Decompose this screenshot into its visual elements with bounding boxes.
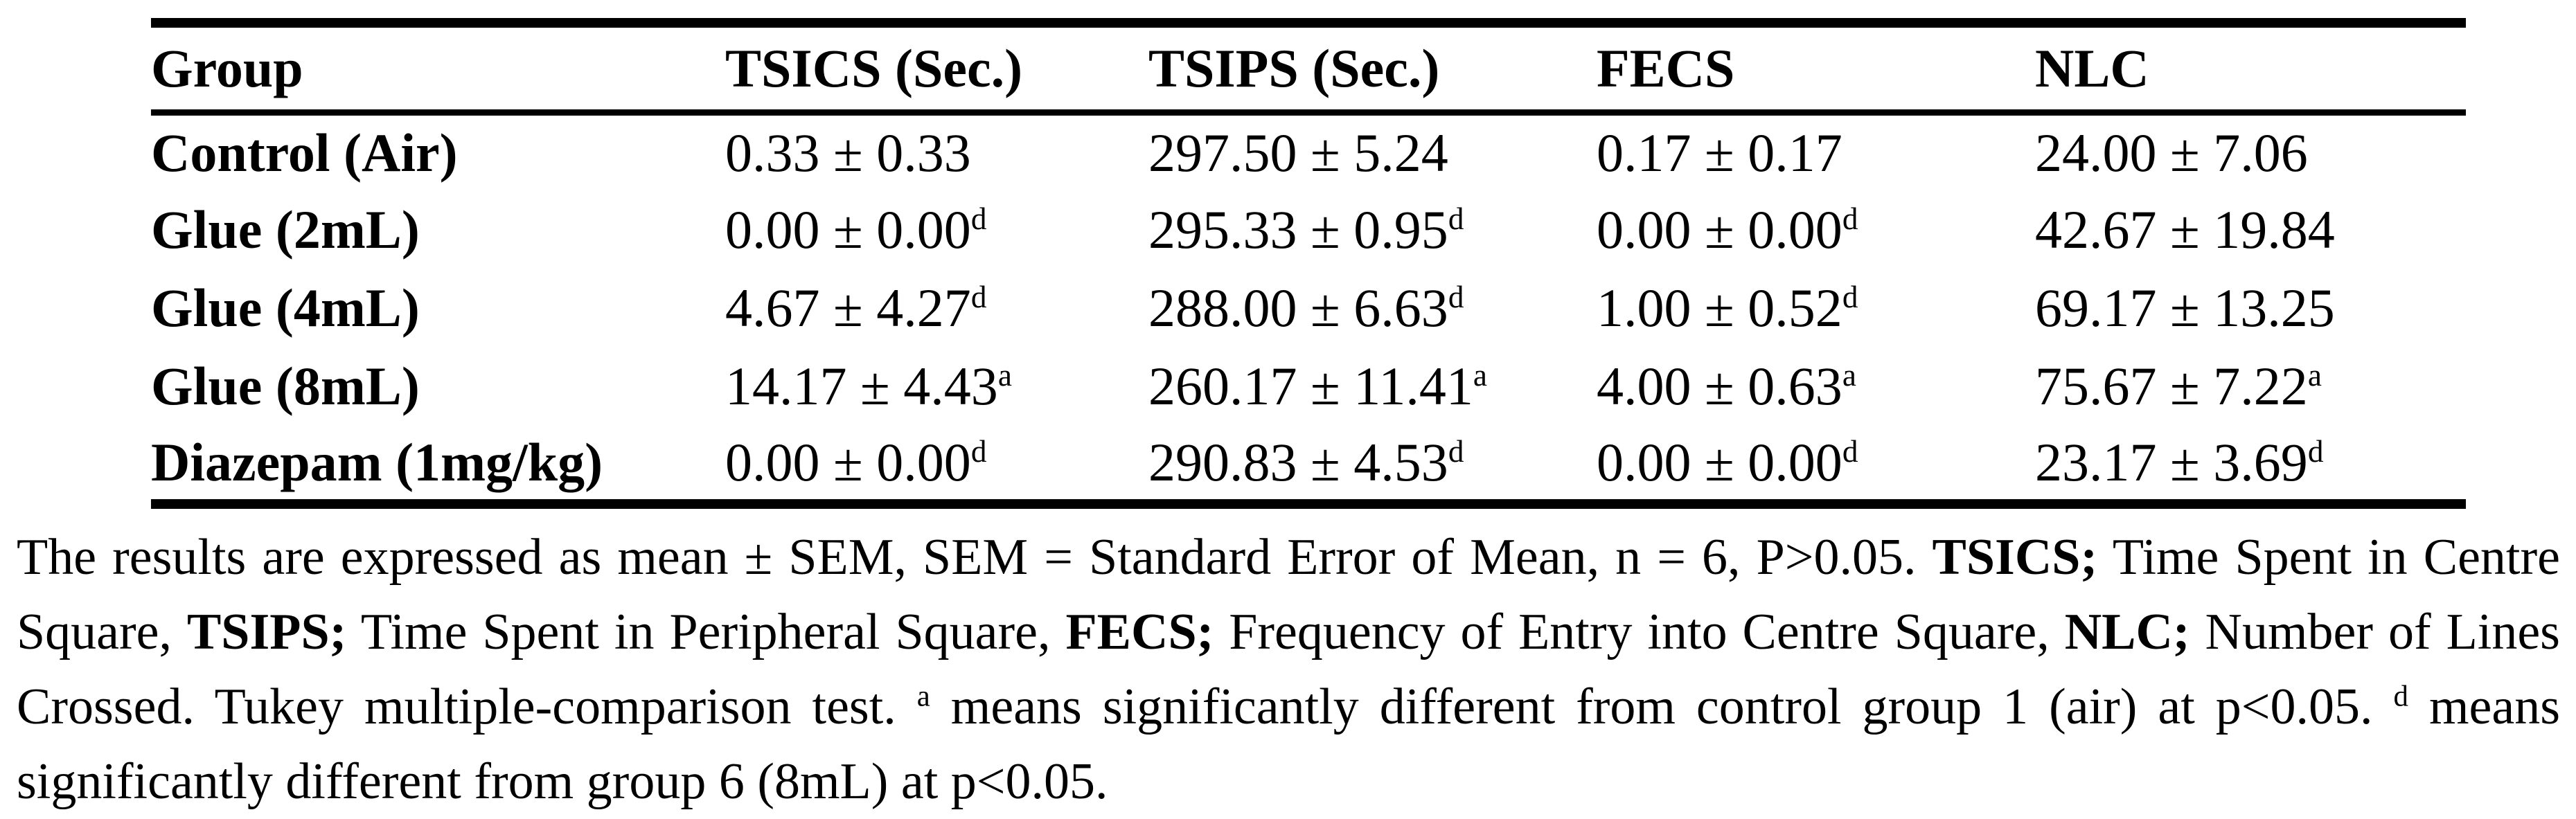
cell-superscript: d: [1448, 201, 1464, 236]
cell-value: 290.83 ± 4.53: [1148, 431, 1448, 492]
cell-value: 69.17 ± 13.25: [2035, 278, 2335, 338]
data-cell: 0.00 ± 0.00d: [1597, 191, 2035, 269]
data-cell: 14.17 ± 4.43a: [725, 348, 1148, 426]
column-header-tsips: TSIPS (Sec.): [1148, 23, 1597, 116]
caption-text: Frequency of Entry into Centre Square,: [1214, 603, 2065, 660]
cell-value: 75.67 ± 7.22: [2035, 356, 2308, 416]
cell-superscript: d: [970, 280, 987, 314]
cell-value: 1.00 ± 0.52: [1597, 278, 1842, 338]
data-cell: 4.00 ± 0.63a: [1597, 348, 2035, 426]
cell-value: 297.50 ± 5.24: [1148, 123, 1448, 183]
cell-value: 0.00 ± 0.00: [725, 431, 971, 492]
table-row-glue-2ml: Glue (2mL) 0.00 ± 0.00d 295.33 ± 0.95d 0…: [151, 191, 2466, 269]
cell-value: 42.67 ± 19.84: [2035, 199, 2335, 260]
caption-text: The results are expressed as mean ± SEM,…: [17, 528, 1933, 586]
cell-value: 295.33 ± 0.95: [1148, 199, 1448, 260]
cell-value: 0.00 ± 0.00: [725, 199, 971, 260]
column-header-fecs: FECS: [1597, 23, 2035, 116]
cell-value: 14.17 ± 4.43: [725, 356, 998, 416]
data-cell: 295.33 ± 0.95d: [1148, 191, 1597, 269]
row-label: Control (Air): [151, 123, 458, 183]
table-header-row: Group TSICS (Sec.) TSIPS (Sec.) FECS NLC: [151, 23, 2466, 116]
cell-superscript: d: [1842, 433, 1858, 469]
cell-superscript: d: [1842, 201, 1858, 236]
table-row-control-air: Control (Air) 0.33 ± 0.33 297.50 ± 5.24 …: [151, 113, 2466, 191]
data-cell: 69.17 ± 13.25: [2035, 269, 2466, 348]
cell-value: 4.67 ± 4.27: [725, 278, 971, 338]
cell-superscript: a: [997, 358, 1012, 393]
caption-abbrev-nlc: NLC;: [2064, 603, 2190, 660]
cell-value: 4.00 ± 0.63: [1597, 356, 1842, 416]
caption-text: Time Spent in Centre Square,: [17, 528, 2560, 660]
column-header-tsics: TSICS (Sec.): [725, 23, 1148, 116]
row-label: Diazepam (1mg/kg): [151, 425, 725, 509]
caption-text: means significantly different from contr…: [930, 678, 2394, 735]
column-header-nlc: NLC: [2035, 23, 2466, 116]
data-cell: 42.67 ± 19.84: [2035, 191, 2466, 269]
cell-superscript: a: [2307, 358, 2322, 393]
data-cell: 288.00 ± 6.63d: [1148, 269, 1597, 348]
caption-abbrev-fecs: FECS;: [1065, 603, 1214, 660]
data-cell: 0.00 ± 0.00d: [1597, 425, 2035, 509]
data-cell: 0.33 ± 0.33: [725, 113, 1148, 191]
row-label: Glue (4mL): [151, 278, 420, 338]
cell-value: 288.00 ± 6.63: [1148, 278, 1448, 338]
cell-superscript: a: [1842, 358, 1856, 393]
cell-superscript: a: [1473, 358, 1487, 393]
cell-value: 23.17 ± 3.69: [2035, 431, 2308, 492]
data-cell: 0.00 ± 0.00d: [725, 191, 1148, 269]
caption-abbrev-tsics: TSICS;: [1932, 528, 2098, 586]
data-cell: 24.00 ± 7.06: [2035, 113, 2466, 191]
results-table: Group TSICS (Sec.) TSIPS (Sec.) FECS NLC…: [151, 18, 2466, 509]
cell-superscript: d: [970, 201, 987, 236]
data-cell: 290.83 ± 4.53d: [1148, 425, 1597, 509]
cell-superscript: d: [1448, 433, 1464, 469]
row-label: Glue (8mL): [151, 356, 420, 416]
cell-superscript: d: [2307, 433, 2324, 469]
data-cell: 23.17 ± 3.69d: [2035, 425, 2466, 509]
caption-text: Number of Lines Crossed. Tukey multiple-…: [17, 603, 2560, 735]
data-cell: 0.17 ± 0.17: [1597, 113, 2035, 191]
table-caption: The results are expressed as mean ± SEM,…: [17, 520, 2560, 819]
cell-superscript: d: [970, 433, 987, 469]
caption-abbrev-tsips: TSIPS;: [186, 603, 347, 660]
column-header-group: Group: [151, 23, 725, 116]
cell-value: 0.00 ± 0.00: [1597, 199, 1842, 260]
cell-superscript: d: [1448, 280, 1464, 314]
caption-text: means significantly different from group…: [17, 678, 2560, 810]
row-label: Glue (2mL): [151, 199, 420, 260]
data-cell: 260.17 ± 11.41a: [1148, 348, 1597, 426]
table-row-diazepam: Diazepam (1mg/kg) 0.00 ± 0.00d 290.83 ± …: [151, 425, 2466, 509]
data-cell: 297.50 ± 5.24: [1148, 113, 1597, 191]
data-cell: 4.67 ± 4.27d: [725, 269, 1148, 348]
table-row-glue-4ml: Glue (4mL) 4.67 ± 4.27d 288.00 ± 6.63d 1…: [151, 269, 2466, 348]
cell-value: 24.00 ± 7.06: [2035, 123, 2308, 183]
data-cell: 1.00 ± 0.52d: [1597, 269, 2035, 348]
caption-superscript-d: d: [2393, 679, 2408, 712]
cell-value: 0.33 ± 0.33: [725, 123, 971, 183]
data-cell: 75.67 ± 7.22a: [2035, 348, 2466, 426]
caption-text: Time Spent in Peripheral Square,: [346, 603, 1066, 660]
caption-superscript-a: a: [916, 679, 930, 712]
cell-value: 260.17 ± 11.41: [1148, 356, 1473, 416]
cell-value: 0.17 ± 0.17: [1597, 123, 1842, 183]
data-cell: 0.00 ± 0.00d: [725, 425, 1148, 509]
table-row-glue-8ml: Glue (8mL) 14.17 ± 4.43a 260.17 ± 11.41a…: [151, 348, 2466, 426]
cell-superscript: d: [1842, 280, 1858, 314]
cell-value: 0.00 ± 0.00: [1597, 431, 1842, 492]
